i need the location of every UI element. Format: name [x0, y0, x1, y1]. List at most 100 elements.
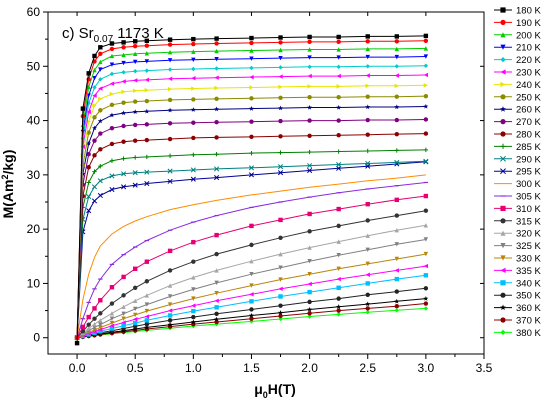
data-point: [249, 134, 254, 140]
data-point: [92, 115, 97, 120]
annotation-subscript: 0.07: [94, 34, 114, 45]
legend-item: 200 K: [494, 30, 541, 41]
data-point: [249, 48, 254, 53]
y-axis-label-pre: M(Am: [0, 180, 16, 219]
data-point: [144, 302, 150, 307]
series-line: [76, 133, 426, 338]
data-point: [307, 281, 312, 287]
data-point: [92, 76, 97, 81]
y-tick-label: 0: [33, 331, 40, 345]
legend-item: 360 K: [494, 303, 541, 314]
data-point: [336, 95, 341, 100]
data-point: [307, 34, 312, 40]
data-point: [423, 223, 429, 228]
data-point: [98, 311, 103, 316]
data-point: [191, 120, 196, 125]
data-point: [423, 286, 429, 291]
data-point: [121, 293, 126, 298]
data-point: [109, 173, 115, 179]
data-point: [98, 67, 103, 72]
data-point: [365, 54, 370, 60]
data-point: [423, 33, 429, 39]
legend-item: 260 K: [494, 105, 541, 116]
x-axis-label: μ0H(T): [254, 381, 296, 400]
data-point: [92, 138, 97, 143]
data-point: [423, 72, 429, 78]
data-point: [92, 103, 97, 108]
data-point: [121, 70, 126, 75]
annotation-prefix: c) Sr: [62, 25, 94, 42]
data-point: [92, 327, 97, 333]
data-point: [307, 211, 312, 217]
data-point: [278, 55, 283, 61]
data-point: [191, 49, 196, 54]
data-point: [248, 312, 254, 318]
data-point: [214, 152, 219, 157]
legend-marker: [500, 255, 506, 261]
data-point: [394, 213, 399, 218]
data-point: [278, 217, 283, 223]
data-point: [249, 258, 254, 264]
legend-item: 280 K: [494, 130, 541, 141]
legend-marker: [500, 317, 506, 323]
data-point: [278, 35, 283, 40]
data-point: [249, 223, 254, 229]
data-point: [167, 268, 173, 273]
data-point: [365, 39, 370, 44]
data-point: [121, 89, 126, 94]
data-point: [191, 36, 196, 42]
data-point: [248, 165, 255, 171]
data-point: [423, 147, 429, 153]
data-point: [423, 103, 429, 109]
data-point: [394, 159, 400, 165]
series-220K: [74, 63, 429, 340]
x-tick-label: 3.0: [418, 361, 435, 375]
data-point: [214, 319, 219, 325]
legend-label: 330 K: [516, 254, 541, 265]
legend-item: 190 K: [494, 18, 541, 29]
series-200K: [74, 46, 429, 340]
data-point: [249, 85, 254, 90]
data-point: [167, 67, 173, 72]
data-point: [98, 96, 103, 102]
data-point: [278, 265, 283, 270]
data-point: [98, 325, 103, 330]
data-point: [121, 320, 126, 325]
data-point: [133, 88, 138, 93]
data-point: [365, 160, 371, 167]
data-point: [98, 45, 103, 50]
legend-label: 290 K: [516, 154, 541, 165]
legend-marker: [500, 230, 506, 236]
data-point: [249, 307, 254, 312]
data-point: [92, 153, 97, 158]
data-point: [167, 107, 173, 113]
data-point: [109, 320, 115, 326]
data-point: [336, 34, 341, 40]
data-point: [144, 259, 150, 264]
legend-label: 325 K: [516, 241, 541, 252]
data-point: [86, 194, 92, 200]
legend-label: 295 K: [516, 167, 541, 178]
data-point: [167, 97, 173, 103]
data-point: [336, 165, 342, 171]
legend-label: 380 K: [516, 328, 541, 339]
series-280K: [74, 131, 429, 340]
data-point: [214, 48, 219, 54]
data-point: [191, 41, 196, 47]
data-point: [365, 148, 370, 154]
legend-label: 270 K: [516, 117, 541, 128]
data-point: [278, 303, 283, 308]
data-point: [307, 64, 312, 70]
data-point: [423, 63, 429, 68]
data-point: [249, 242, 254, 248]
legend-item: 285 K: [494, 142, 541, 153]
data-point: [423, 301, 429, 306]
data-point: [191, 239, 196, 245]
data-point: [249, 272, 254, 277]
data-point: [365, 233, 370, 238]
data-point: [214, 66, 219, 71]
data-point: [307, 163, 313, 169]
data-point: [109, 112, 115, 118]
x-tick-label: 3.5: [476, 361, 493, 375]
data-point: [133, 59, 138, 65]
